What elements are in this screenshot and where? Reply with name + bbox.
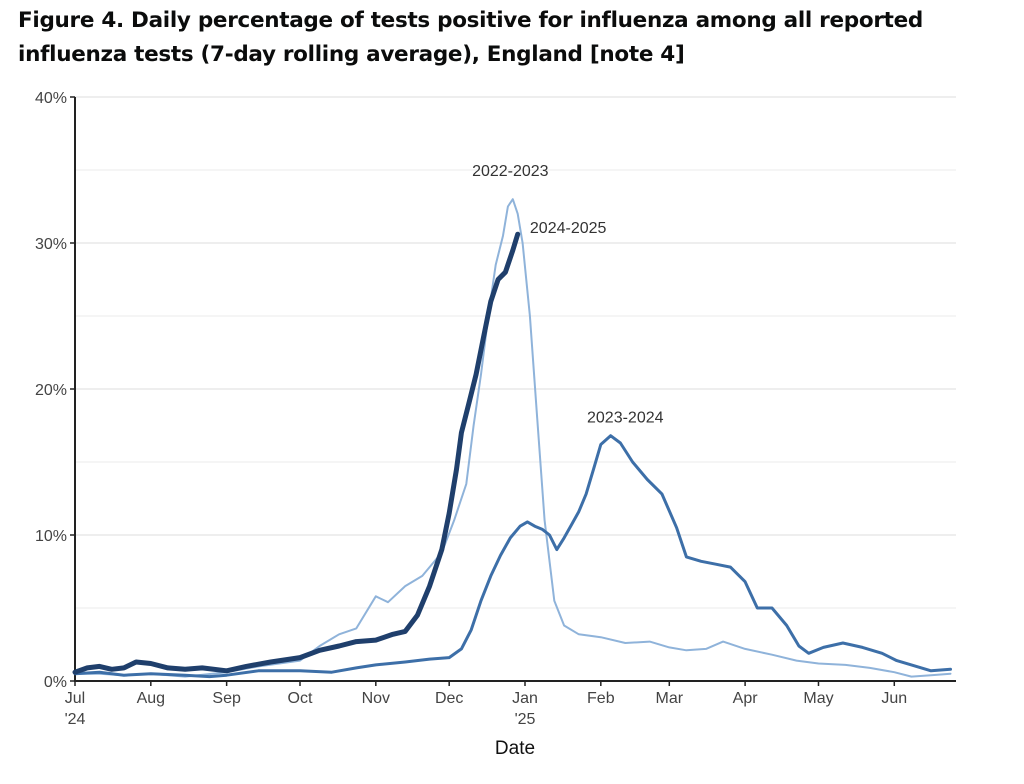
x-axis: Jul '24 Aug Sep Oct Nov Dec Jan '25 Feb Mar Apr May J… bbox=[65, 680, 956, 728]
y-tick-label: 10% bbox=[35, 528, 67, 545]
x-tick-label: Aug bbox=[137, 690, 165, 707]
x-tick-label: Sep bbox=[212, 690, 241, 707]
x-tick-label: Jun bbox=[881, 690, 907, 707]
y-tick-label: 0% bbox=[44, 674, 67, 691]
chart-title: Figure 4. Daily percentage of tests posi… bbox=[18, 8, 923, 67]
x-axis-title: Date bbox=[495, 738, 535, 759]
y-tick-label: 40% bbox=[35, 90, 67, 107]
x-tick-year-label: '24 bbox=[65, 711, 86, 728]
x-tick-label: Apr bbox=[733, 690, 759, 707]
x-tick-label: Jul bbox=[65, 690, 85, 707]
series-labels: 2022-2023 2023-2024 2024-2025 bbox=[472, 163, 664, 427]
y-tick-label: 20% bbox=[35, 382, 67, 399]
x-tick-label: Nov bbox=[362, 690, 390, 707]
x-tick-year-label: '25 bbox=[515, 711, 536, 728]
y-axis: 0% 10% 20% 30% 40% bbox=[35, 90, 76, 691]
series-label-2022-2023: 2022-2023 bbox=[472, 163, 549, 180]
series-line-2023-2024 bbox=[73, 434, 952, 679]
series-line-2024-2025 bbox=[72, 231, 521, 675]
x-tick-label: Dec bbox=[435, 690, 463, 707]
series-lines bbox=[72, 198, 952, 679]
series-label-2023-2024: 2023-2024 bbox=[587, 410, 664, 427]
x-tick-label: May bbox=[803, 690, 833, 707]
x-tick-label: Oct bbox=[288, 690, 313, 707]
series-label-2024-2025: 2024-2025 bbox=[530, 220, 607, 237]
series-line-2022-2023 bbox=[74, 198, 952, 678]
x-tick-label: Jan bbox=[512, 690, 538, 707]
y-tick-label: 30% bbox=[35, 236, 67, 253]
x-tick-label: Mar bbox=[656, 690, 684, 707]
x-tick-label: Feb bbox=[587, 690, 615, 707]
